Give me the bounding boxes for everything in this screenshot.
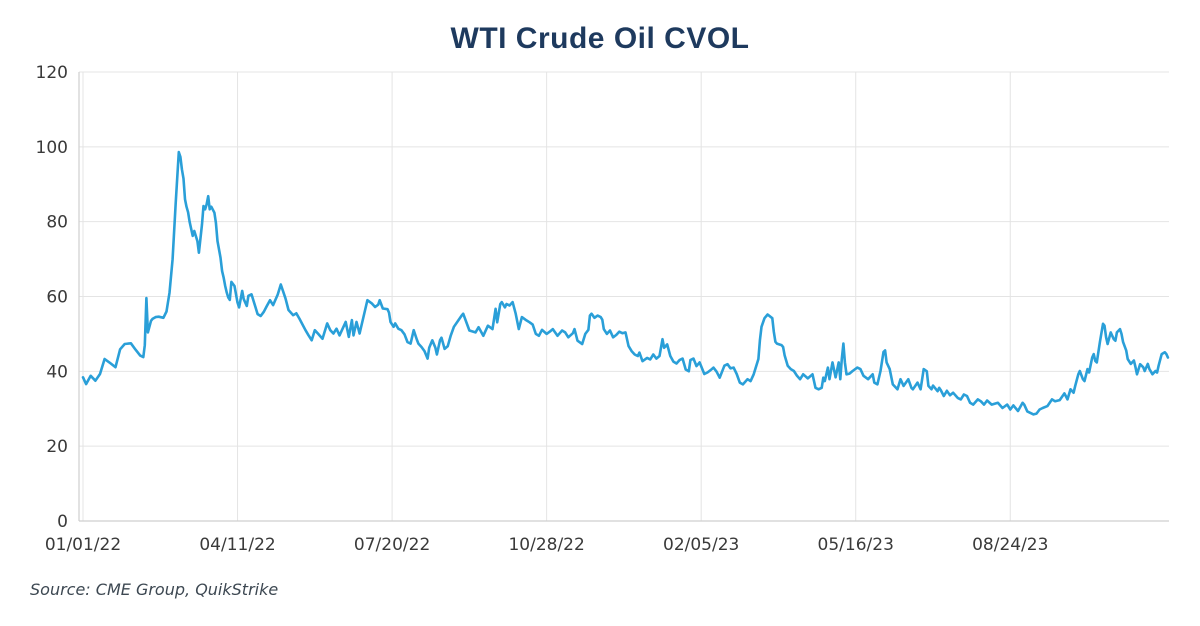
y-axis-tick-label: 120 (36, 63, 68, 83)
chart-title: WTI Crude Oil CVOL (450, 22, 750, 55)
y-axis-tick-label: 100 (36, 138, 68, 158)
x-axis-tick-label: 05/16/23 (818, 535, 894, 555)
y-axis-tick-label: 20 (46, 437, 68, 457)
x-axis-tick-label: 10/28/22 (508, 535, 584, 555)
cvol-series-line (81, 150, 1170, 416)
x-axis-tick-label: 02/05/23 (663, 535, 739, 555)
y-axis-tick-label: 80 (46, 213, 68, 233)
y-axis-tick-label: 0 (57, 512, 68, 532)
y-axis-tick-label: 40 (46, 362, 68, 382)
y-axis-tick-label: 60 (46, 288, 68, 308)
source-attribution: Source: CME Group, QuikStrike (30, 580, 279, 599)
x-axis-tick-label: 01/01/22 (45, 535, 121, 555)
x-axis-tick-label: 07/20/22 (354, 535, 430, 555)
x-axis-tick-label: 04/11/22 (199, 535, 275, 555)
x-axis-tick-label: 08/24/23 (972, 535, 1048, 555)
